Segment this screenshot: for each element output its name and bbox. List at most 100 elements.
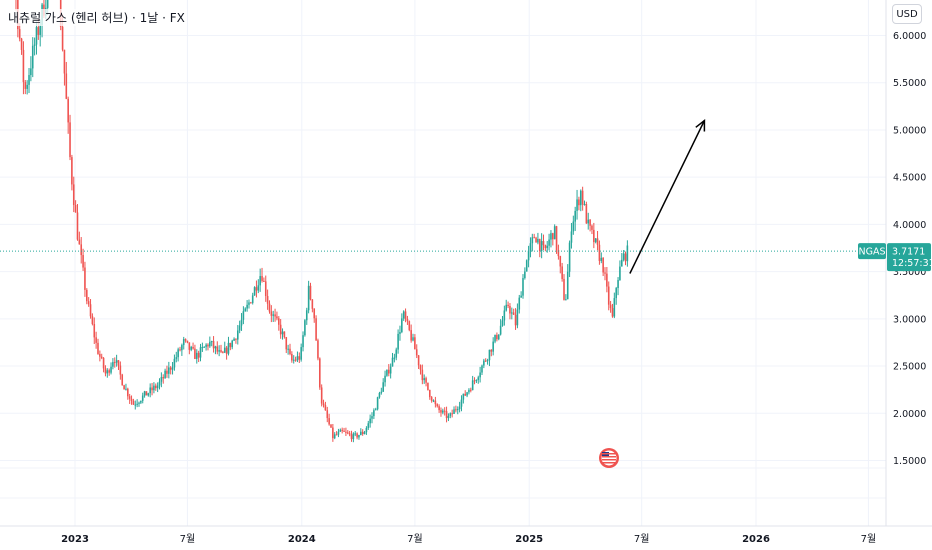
candle (302, 331, 304, 352)
us-flag-icon[interactable] (599, 448, 619, 468)
candle (559, 255, 562, 274)
candle (279, 319, 282, 339)
candle-body (233, 338, 235, 341)
candle (24, 79, 27, 95)
candle (617, 277, 619, 296)
candlestick-series (15, 0, 629, 443)
candle (524, 267, 526, 280)
candle (289, 343, 291, 356)
candle-body (212, 341, 215, 349)
candle-body (313, 308, 316, 319)
candle (611, 303, 614, 318)
x-tick-label: 7월 (407, 533, 423, 545)
candle (270, 305, 273, 323)
candle (600, 252, 603, 264)
y-axis[interactable]: 6.0000 5.5000 5.0000 4.5000 4.0000 3.5000 3.00… (893, 31, 926, 467)
candle-body (404, 311, 407, 319)
candle (179, 346, 181, 352)
candle (350, 430, 353, 442)
candle-body (512, 312, 515, 315)
candle (220, 344, 222, 354)
candle-body (533, 237, 535, 239)
candle (464, 390, 467, 396)
candle (285, 336, 288, 354)
candle-body (104, 368, 107, 374)
candle (374, 407, 377, 411)
candle (26, 80, 28, 95)
candle-body (181, 345, 183, 351)
candle-body (520, 295, 522, 298)
candle (80, 237, 83, 264)
candle-body (173, 358, 176, 368)
flag-stripes (602, 453, 616, 464)
candle-body (615, 288, 617, 299)
candle-body (380, 391, 383, 394)
y-tick-label: 3.5000 (893, 267, 926, 278)
candle-body (566, 271, 569, 300)
candle-body (115, 360, 118, 363)
candle (462, 393, 465, 404)
candle-body (86, 289, 88, 302)
candle-body (483, 360, 485, 366)
candle-body (151, 387, 153, 391)
candle (438, 404, 440, 413)
candle (412, 333, 414, 342)
candle-body (348, 433, 351, 435)
candle (501, 316, 504, 327)
currency-button[interactable]: USD (892, 4, 922, 24)
candle (76, 204, 79, 241)
candle-body (128, 396, 131, 399)
candle (182, 336, 185, 350)
candle (449, 412, 452, 419)
candle-body (223, 347, 226, 353)
candle (296, 351, 299, 363)
candle (531, 233, 534, 252)
candle (259, 268, 261, 292)
candle (298, 352, 301, 364)
candle-body (210, 341, 213, 343)
candle-body (445, 411, 448, 419)
candle (546, 241, 549, 253)
candle (160, 372, 163, 388)
candle-body (557, 249, 560, 257)
candle-body (395, 349, 398, 358)
flag-stripe (602, 453, 616, 455)
candle-body (97, 342, 99, 354)
candle (197, 350, 200, 363)
candle-body (360, 431, 362, 435)
candle-body (442, 410, 444, 413)
candle-body (412, 337, 414, 341)
x-axis[interactable]: 2023 7월 2024 7월 2025 7월 2026 7월 (61, 533, 876, 545)
candle-body (568, 242, 571, 272)
candle-body (438, 406, 440, 411)
candle (456, 406, 459, 415)
candle (324, 401, 327, 411)
candle-body (106, 370, 109, 374)
candle (207, 343, 209, 351)
candle (154, 383, 157, 391)
candle-body (477, 377, 480, 380)
candle-body (207, 344, 209, 347)
candle-body (574, 210, 576, 222)
arrow-annotation[interactable] (629, 118, 706, 274)
candle-body (542, 241, 545, 246)
candle-body (576, 199, 578, 211)
candle-body (35, 27, 38, 45)
candle (141, 392, 144, 404)
candle (339, 428, 342, 432)
candle (227, 336, 230, 356)
candle (363, 430, 366, 435)
candle (292, 355, 295, 364)
candle (177, 347, 179, 362)
candle-body (593, 229, 595, 243)
candle-body (78, 239, 81, 245)
candle-body (248, 302, 250, 305)
candle-body (369, 418, 371, 424)
candle (181, 343, 183, 356)
candle (18, 23, 21, 42)
candle-body (46, 0, 49, 8)
candle-body (561, 266, 563, 279)
candle (65, 61, 68, 100)
candle-body (315, 318, 317, 341)
